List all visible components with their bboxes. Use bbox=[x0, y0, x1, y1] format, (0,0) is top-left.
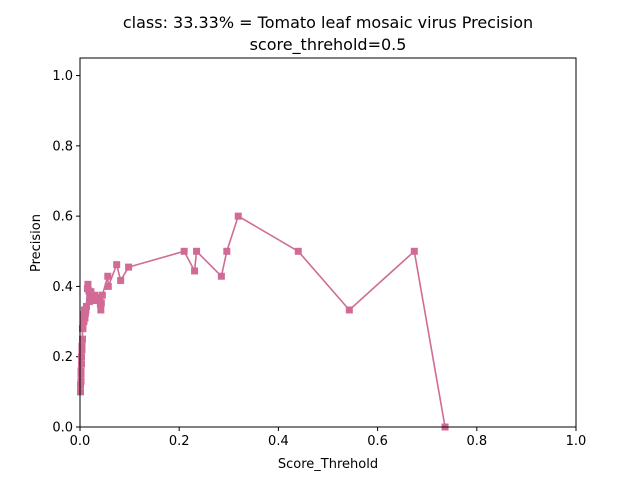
data-point bbox=[78, 325, 86, 333]
data-point bbox=[82, 302, 90, 310]
chart-title-line-2: score_threhold=0.5 bbox=[250, 35, 407, 55]
data-point bbox=[78, 335, 86, 343]
axis-ticks: 0.0 0.2 0.4 0.6 0.8 1.0 0.0 0.2 0.4 0.6 0.8 1.0 bbox=[52, 69, 586, 449]
y-tick-label: 0.6 bbox=[52, 210, 73, 225]
data-point bbox=[93, 296, 101, 304]
y-tick-label: 0.2 bbox=[52, 350, 73, 365]
data-point bbox=[294, 247, 302, 255]
data-point bbox=[97, 306, 105, 314]
data-point bbox=[85, 298, 93, 306]
data-point bbox=[191, 267, 199, 275]
y-tick-label: 0.0 bbox=[52, 421, 73, 436]
data-point bbox=[113, 261, 121, 269]
data-point bbox=[223, 247, 231, 255]
x-tick-label: 1.0 bbox=[566, 434, 587, 449]
y-tick-label: 0.8 bbox=[52, 139, 73, 154]
x-tick-label: 0.2 bbox=[169, 434, 190, 449]
data-point bbox=[77, 360, 85, 368]
data-point bbox=[217, 272, 225, 280]
data-point bbox=[81, 314, 89, 322]
y-tick-label: 0.4 bbox=[52, 280, 73, 295]
x-axis-label: Score_Threhold bbox=[278, 457, 378, 472]
data-series bbox=[76, 212, 449, 431]
y-tick-label: 1.0 bbox=[52, 69, 73, 84]
x-tick-label: 0.4 bbox=[268, 434, 289, 449]
data-point bbox=[84, 280, 92, 288]
data-point bbox=[117, 276, 125, 284]
data-point bbox=[234, 212, 242, 220]
data-point bbox=[410, 247, 418, 255]
x-tick-label: 0.6 bbox=[367, 434, 388, 449]
chart-title-line-1: class: 33.33% = Tomato leaf mosaic virus… bbox=[123, 13, 533, 32]
data-point bbox=[345, 306, 353, 314]
data-point bbox=[83, 285, 91, 293]
data-point bbox=[77, 370, 85, 378]
data-point bbox=[96, 300, 104, 308]
data-point bbox=[180, 247, 188, 255]
data-point bbox=[86, 293, 94, 301]
data-point bbox=[80, 318, 88, 326]
x-tick-label: 0.8 bbox=[466, 434, 487, 449]
plot-frame bbox=[79, 57, 577, 428]
data-point bbox=[79, 311, 87, 319]
x-tick-label: 0.0 bbox=[70, 434, 91, 449]
data-point bbox=[104, 272, 112, 280]
data-point bbox=[77, 367, 85, 375]
data-point bbox=[91, 291, 99, 299]
data-point bbox=[77, 377, 85, 385]
y-axis-label: Precision bbox=[29, 214, 44, 272]
data-point bbox=[80, 306, 88, 314]
data-point bbox=[104, 282, 112, 290]
data-point bbox=[193, 247, 201, 255]
data-point bbox=[78, 342, 86, 350]
data-point bbox=[78, 346, 86, 354]
data-point bbox=[77, 353, 85, 361]
data-point bbox=[125, 263, 133, 271]
